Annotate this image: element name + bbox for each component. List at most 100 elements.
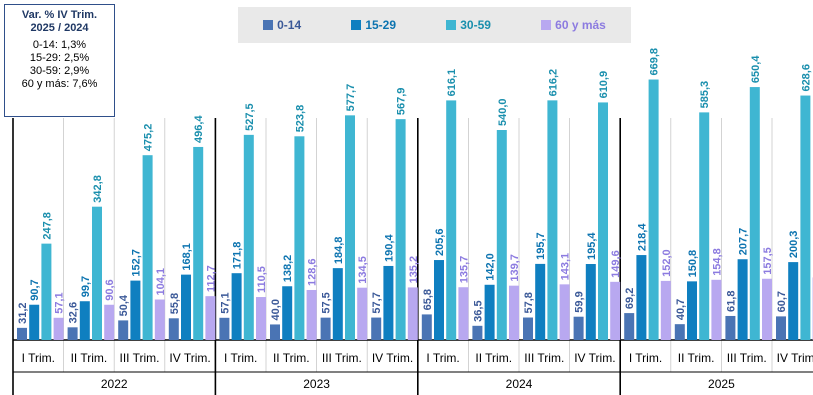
- data-label: 50,4: [118, 294, 130, 316]
- legend-swatch-60-y-mas: [541, 20, 552, 30]
- data-label: 110,5: [256, 266, 268, 293]
- chart-legend: 0-14 15-29 30-59 60 y más: [238, 7, 631, 43]
- bar-15-29-3: [181, 274, 191, 340]
- data-label: 139,7: [509, 254, 521, 282]
- data-label: 650,4: [750, 55, 762, 83]
- quarter-tick-label: III Trim.: [322, 351, 362, 365]
- data-label: 152,0: [661, 249, 673, 277]
- legend-swatch-0-14: [263, 20, 274, 30]
- data-label: 149,6: [610, 250, 622, 278]
- legend-swatch-30-59: [446, 20, 457, 30]
- data-label: 57,1: [219, 292, 231, 313]
- bar-60-y-más-6: [357, 287, 368, 340]
- info-row-0-14: 0-14: 1,3%: [32, 39, 87, 51]
- legend-item-15-29: 15-29: [351, 18, 396, 32]
- bar-30-59-0: [41, 243, 52, 340]
- data-label: 59,9: [574, 291, 586, 312]
- data-label: 112,7: [205, 265, 217, 292]
- bar-30-59-8: [446, 100, 457, 341]
- quarter-tick-label: II Trim.: [475, 351, 512, 365]
- year-label: 2022: [101, 377, 128, 391]
- bar-30-59-6: [345, 115, 355, 340]
- data-label: 540,0: [497, 98, 509, 126]
- bar-30-59-3: [193, 146, 204, 340]
- bar-0-14-6: [320, 317, 331, 340]
- bar-15-29-1: [79, 301, 90, 340]
- bar-30-59-15: [800, 95, 811, 341]
- data-label: 195,7: [535, 232, 547, 260]
- data-label: 57,1: [54, 292, 66, 313]
- bar-15-29-15: [788, 262, 799, 340]
- data-label: 90,7: [29, 279, 41, 300]
- data-label: 616,2: [547, 69, 559, 97]
- bar-60-y-más-13: [711, 279, 722, 340]
- info-row-60-y-mas: 60 y más: 7,6%: [21, 78, 98, 90]
- bar-0-14-5: [270, 324, 280, 340]
- bar-0-14-12: [624, 313, 635, 340]
- bar-15-29-0: [29, 304, 40, 340]
- quarter-tick-label: I Trim.: [426, 351, 459, 365]
- bar-30-59-2: [142, 155, 153, 340]
- bar-30-59-4: [243, 134, 254, 340]
- data-label: 577,7: [345, 84, 357, 112]
- legend-label-0-14: 0-14: [277, 18, 302, 32]
- bar-60-y-más-3: [205, 296, 216, 340]
- bar-60-y-más-1: [104, 304, 115, 340]
- data-label: 134,5: [357, 256, 369, 284]
- bar-0-14-14: [725, 315, 736, 340]
- bar-15-29-10: [535, 263, 546, 340]
- quarter-tick-label: IV Trim.: [169, 351, 210, 365]
- bar-0-14-10: [523, 317, 533, 340]
- bar-0-14-9: [472, 325, 483, 340]
- bar-0-14-8: [421, 314, 432, 340]
- data-label: 475,2: [143, 124, 155, 152]
- bar-60-y-más-10: [559, 284, 570, 340]
- data-label: 135,7: [458, 256, 470, 284]
- data-label: 138,2: [282, 255, 294, 283]
- variation-info-box: Var. % IV Trim. 2025 / 2024 0-14: 1,3% 1…: [4, 4, 115, 117]
- quarter-tick-label: III Trim.: [727, 351, 767, 365]
- info-row-15-29: 15-29: 2,5%: [29, 52, 90, 64]
- year-label: 2023: [303, 377, 330, 391]
- data-label: 57,8: [523, 292, 535, 313]
- quarter-tick-label: IV Trim.: [372, 351, 413, 365]
- data-label: 36,5: [472, 300, 484, 321]
- bar-15-29-5: [282, 286, 293, 340]
- data-label: 247,8: [41, 212, 53, 240]
- bar-0-14-0: [17, 327, 27, 340]
- data-label: 523,8: [294, 105, 306, 133]
- bar-60-y-más-8: [458, 287, 469, 340]
- quarter-tick-label: IV Trim.: [574, 351, 615, 365]
- data-label: 154,8: [711, 248, 723, 276]
- data-label: 150,8: [687, 250, 699, 278]
- info-title-line2: 2025 / 2024: [30, 22, 89, 34]
- bar-60-y-más-0: [53, 317, 64, 340]
- legend-label-60-y-mas: 60 y más: [555, 18, 606, 32]
- bar-0-14-3: [168, 318, 179, 340]
- bar-0-14-1: [67, 327, 78, 340]
- data-label: 31,2: [17, 302, 29, 323]
- bar-15-29-4: [231, 273, 242, 340]
- data-label: 207,7: [738, 228, 750, 256]
- legend-item-60-y-mas: 60 y más: [541, 18, 606, 32]
- quarter-tick-label: IV Trim.: [777, 351, 813, 365]
- legend-item-0-14: 0-14: [263, 18, 301, 32]
- quarter-tick-label: II Trim.: [273, 351, 310, 365]
- bar-15-29-11: [585, 264, 596, 340]
- legend-swatch-15-29: [351, 20, 362, 30]
- info-title-line1: Var. % IV Trim.: [21, 9, 98, 21]
- bar-0-14-7: [371, 317, 382, 340]
- data-label: 200,3: [788, 231, 800, 259]
- bar-15-29-8: [434, 260, 444, 340]
- legend-label-15-29: 15-29: [365, 18, 397, 32]
- bar-60-y-más-11: [610, 281, 621, 340]
- data-label: 90,6: [104, 279, 116, 300]
- bar-30-59-10: [547, 100, 558, 340]
- bar-30-59-13: [699, 112, 710, 340]
- data-label: 40,0: [270, 299, 282, 320]
- bar-30-59-7: [395, 119, 406, 341]
- bar-60-y-más-9: [509, 285, 519, 340]
- data-label: 496,4: [193, 115, 205, 143]
- bar-60-y-más-4: [256, 297, 266, 340]
